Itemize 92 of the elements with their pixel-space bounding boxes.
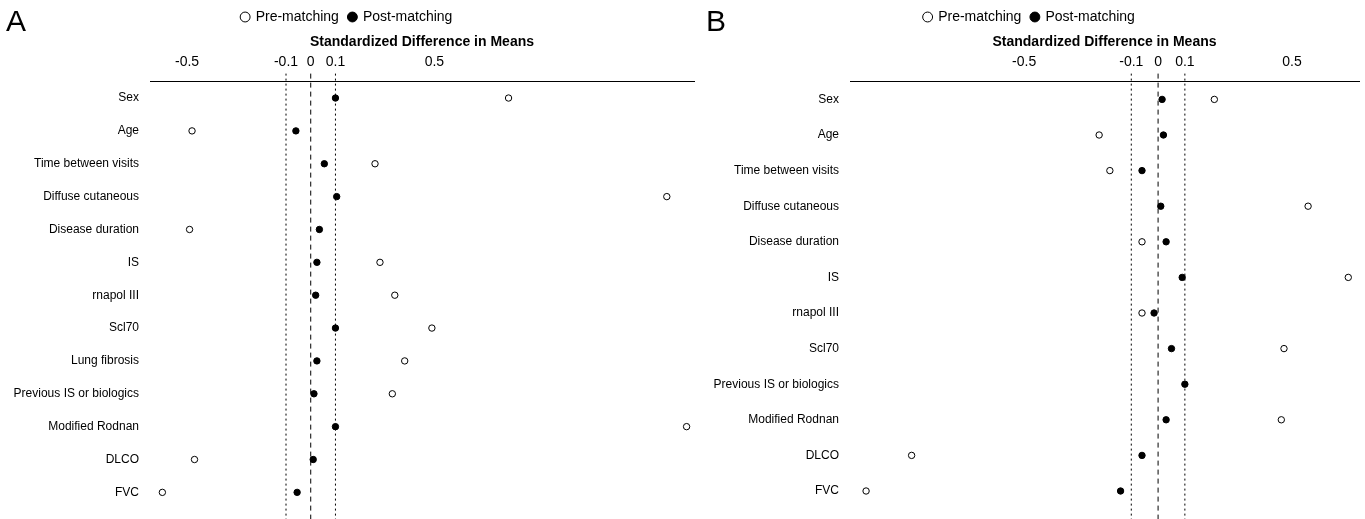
point [504,94,513,102]
x-tick-label: 0.1 [1175,53,1195,70]
point [1150,309,1158,317]
y-tick-label: FVC [115,484,140,499]
legend-label: Pre-matching [938,7,1022,24]
legend-label: Pre-matching [255,7,339,24]
point [428,324,436,332]
point [293,488,301,497]
y-tick-label: Sex [818,91,839,106]
y-tick-label: Diffuse cutaneous [743,198,839,213]
point [158,488,167,497]
point [1138,451,1146,460]
point [1158,95,1166,104]
point [1210,95,1219,104]
y-tick-label: Diffuse cutaneous [43,188,139,203]
point [1162,238,1170,246]
point [1181,380,1189,388]
point [1159,131,1168,139]
point [188,127,196,135]
point [331,422,340,431]
point [1157,202,1165,210]
point [391,291,399,299]
point [1304,202,1312,210]
point [310,390,318,398]
point [1167,344,1176,353]
y-tick-label: Modified Rodnan [748,412,839,427]
point [907,451,916,460]
point [292,127,300,135]
x-axis-title: Standardized Difference in Means [309,33,535,50]
point [1280,344,1288,353]
legend-label: Post-matching [362,7,453,24]
point [309,455,317,464]
y-tick-label: DLCO [105,451,139,466]
x-tick-label: -0.5 [175,53,200,70]
y-tick-label: Scl70 [808,340,840,355]
point [1106,166,1114,175]
point [862,487,870,495]
y-tick-label: IS [827,269,839,284]
chart-title: A [6,4,27,38]
x-tick-label: -0.1 [1119,53,1144,70]
x-tick-label: 0.5 [424,53,445,70]
point [190,455,199,464]
y-tick-label: DLCO [805,447,839,462]
point [1116,487,1125,495]
y-tick-label: Disease duration [48,221,139,236]
point [1344,273,1352,282]
point [311,291,320,299]
x-tick-label: -0.5 [1012,53,1037,70]
point [1178,273,1186,282]
point [331,324,340,332]
y-tick-label: FVC [815,483,840,498]
point [185,225,194,234]
point [1138,309,1146,317]
x-tick-label: 0.5 [1282,53,1302,70]
y-tick-label: rnapol III [92,287,139,302]
y-tick-label: Previous IS or biologics [13,386,139,401]
point [1277,416,1286,424]
point [388,390,397,398]
x-tick-label: 0 [306,53,315,70]
x-tick-label: -0.1 [273,53,299,70]
point [1138,166,1146,175]
y-tick-label: rnapol III [792,305,839,320]
y-tick-label: Disease duration [748,234,839,249]
y-tick-label: Time between visits [34,156,139,171]
x-tick-label: 0.1 [325,53,346,70]
point [320,160,329,168]
y-tick-label: Age [817,127,840,142]
point [682,422,691,431]
point [663,192,671,201]
point [315,225,324,234]
point [332,192,341,201]
y-tick-label: Age [117,123,140,138]
y-tick-label: Sex [118,90,139,105]
y-tick-label: IS [127,254,139,269]
legend-label: Post-matching [1045,7,1135,24]
y-tick-label: Modified Rodnan [48,418,139,433]
point [1095,131,1103,139]
y-tick-label: Previous IS or biologics [713,376,839,391]
x-tick-label: 0 [1154,53,1163,70]
point [313,357,321,365]
y-tick-label: Time between visits [734,162,839,177]
chart-title: B [706,4,727,38]
point [400,357,409,365]
point [313,258,321,267]
y-tick-label: Lung fibrosis [70,353,139,368]
x-axis-title: Standardized Difference in Means [992,33,1217,50]
point [371,160,379,168]
point [376,258,384,267]
point [331,94,340,102]
y-tick-label: Scl70 [108,320,140,335]
point [1162,416,1170,424]
point [1138,238,1146,246]
